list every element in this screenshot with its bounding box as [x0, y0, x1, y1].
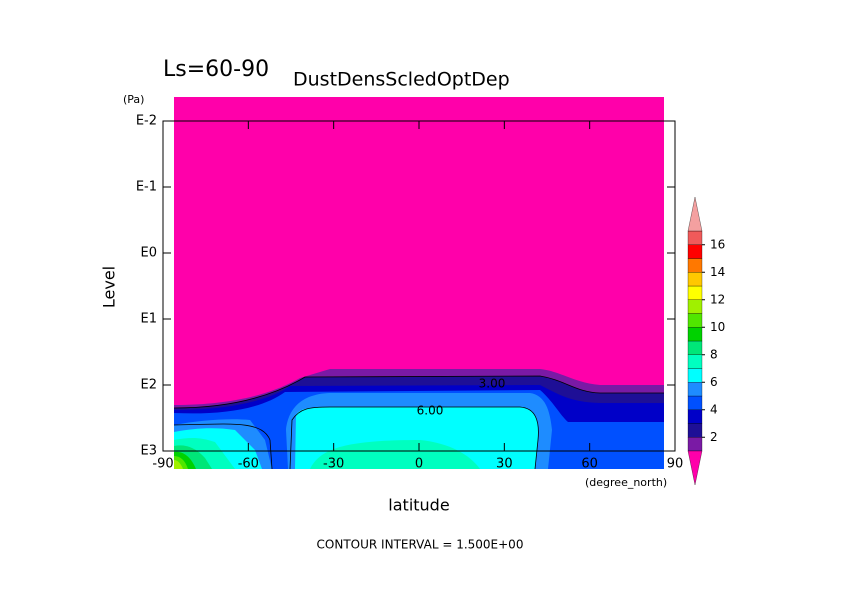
colorbar-box	[687, 285, 703, 300]
y-tick-label: E2	[141, 378, 158, 393]
colorbar-label: 4	[710, 402, 718, 416]
y-tick-label: E1	[141, 312, 158, 327]
y-tick-label: E-1	[136, 180, 157, 195]
x-tick-label: -60	[238, 457, 259, 472]
colorbar-box	[687, 258, 703, 273]
colorbar-box	[687, 423, 703, 438]
chart-title: Ls=60-90	[163, 57, 269, 82]
colorbar-box	[687, 354, 703, 369]
colorbar-label: 14	[710, 265, 725, 279]
x-unit: (degree_north)	[585, 476, 667, 489]
colorbar-box	[687, 313, 703, 328]
x-tick-label: 90	[667, 457, 684, 472]
contour-label: 6.00	[417, 404, 444, 418]
colorbar-label: 2	[710, 430, 718, 444]
colorbar-box	[687, 299, 703, 314]
colorbar-label: 6	[710, 375, 718, 389]
y-tick-label: E3	[141, 444, 158, 459]
colorbar-over	[687, 196, 703, 232]
colorbar-box	[687, 368, 703, 383]
contour-band	[174, 437, 480, 469]
colorbar-label: 16	[710, 237, 725, 251]
contour-band	[174, 460, 183, 469]
contour-label: 3.00	[479, 377, 506, 391]
colorbar-box	[687, 230, 703, 245]
y-axis-label: Level	[100, 266, 119, 308]
colorbar-box	[687, 340, 703, 355]
colorbar-box	[687, 437, 703, 452]
colorbar-box	[687, 382, 703, 397]
colorbar-box	[687, 272, 703, 287]
x-tick-label: 0	[415, 457, 423, 472]
footnote: CONTOUR INTERVAL = 1.500E+00	[317, 538, 524, 552]
colorbar-label: 12	[710, 292, 725, 306]
y-tick-label: E-2	[136, 114, 157, 129]
contour-line	[173, 375, 664, 409]
y-tick-label: E0	[141, 246, 158, 261]
x-tick-label: -90	[152, 457, 173, 472]
colorbar-under	[687, 450, 703, 486]
colorbar-box	[687, 395, 703, 410]
x-tick-label: -30	[323, 457, 344, 472]
y-unit: (Pa)	[123, 93, 144, 106]
colorbar-label: 10	[710, 320, 725, 334]
colorbar-box	[687, 244, 703, 259]
x-tick-label: 60	[581, 457, 598, 472]
colorbar-box	[687, 327, 703, 342]
x-tick-label: 30	[496, 457, 513, 472]
x-axis-label: latitude	[388, 496, 449, 515]
contour-line	[173, 406, 539, 470]
colorbar-box	[687, 409, 703, 424]
colorbar-label: 8	[710, 347, 718, 361]
chart-subtitle: DustDensScledOptDep	[293, 69, 510, 91]
